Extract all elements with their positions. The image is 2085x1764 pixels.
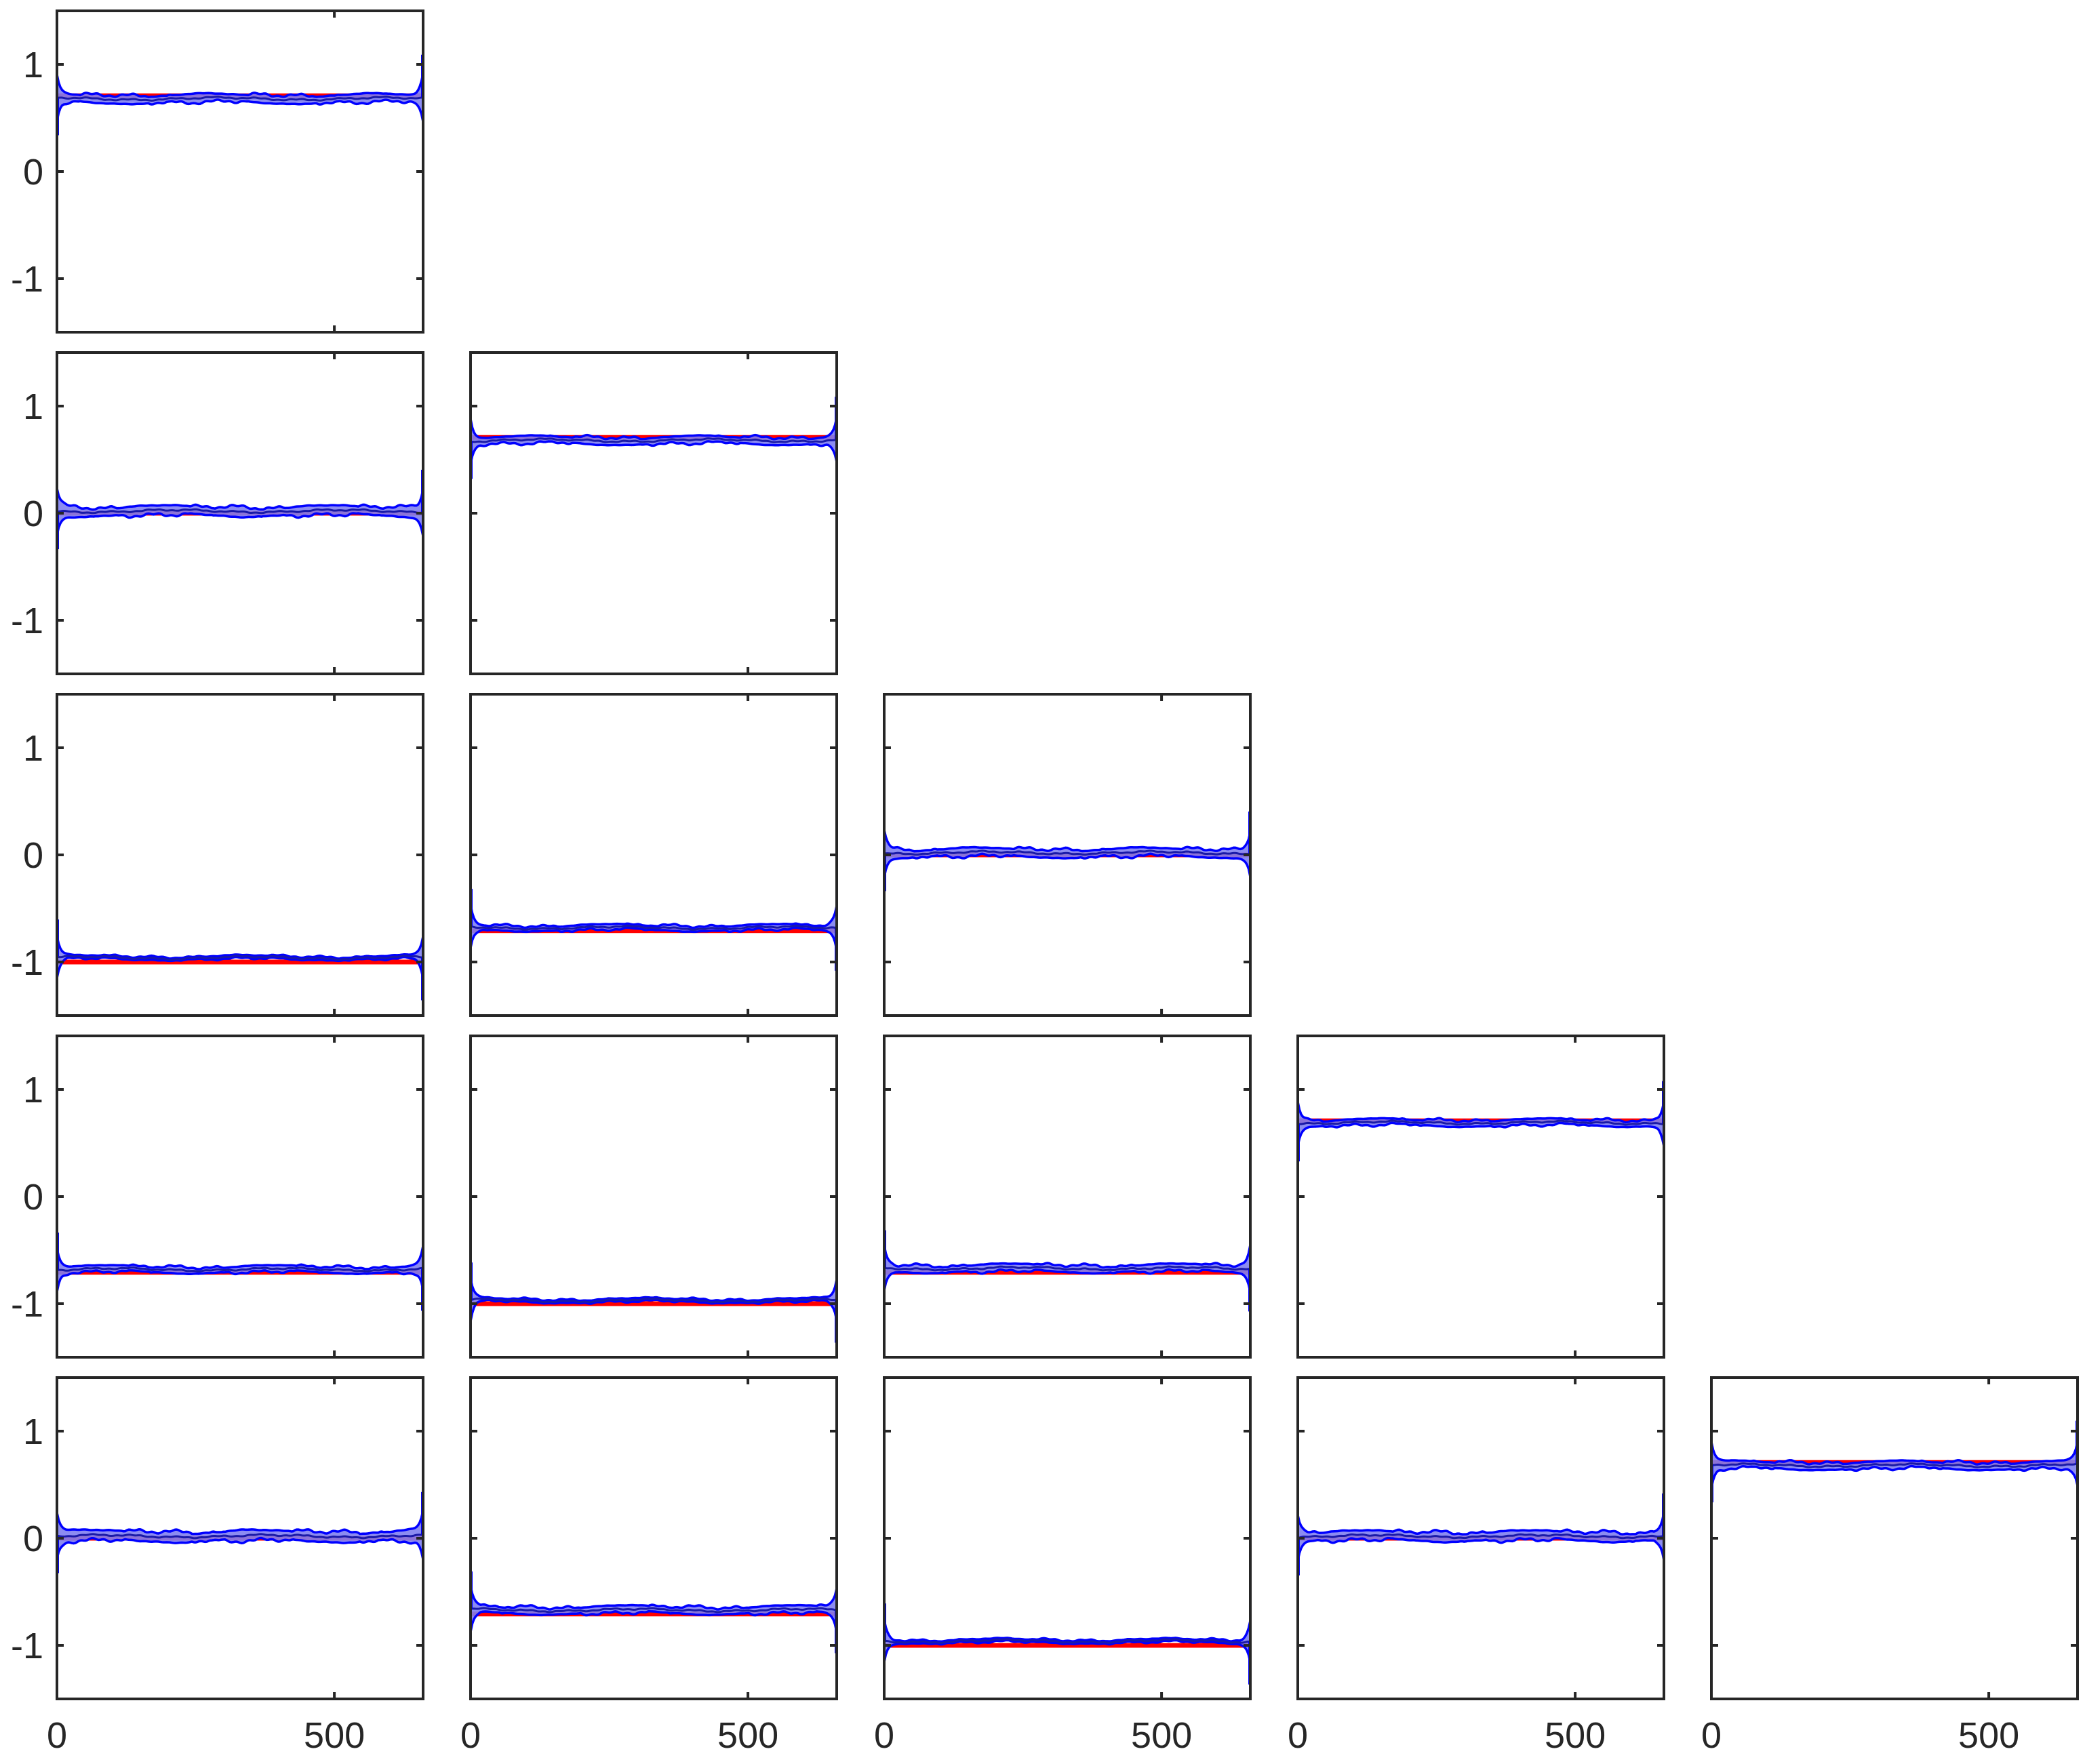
mean-line — [471, 437, 837, 443]
panel-r4-c4 — [1296, 1035, 1665, 1359]
panel-r4-c2 — [469, 1035, 838, 1359]
panel-r4-c1: 1 0 -1 — [11, 1035, 424, 1359]
x-tick-label: 500 — [1545, 1715, 1606, 1756]
panel-r5-c5: 0 500 — [1701, 1376, 2079, 1756]
axes-frame — [469, 1035, 838, 1359]
mean-line — [57, 955, 423, 961]
x-tick-label: 500 — [304, 1715, 365, 1756]
axes-frame — [883, 1376, 1252, 1700]
mean-line — [1298, 1119, 1664, 1126]
panel-r3-c3 — [883, 693, 1252, 1017]
y-tick-label: 0 — [23, 1177, 43, 1218]
y-tick-label: 0 — [23, 1519, 43, 1559]
panel-r4-c3 — [883, 1035, 1252, 1359]
panel-r5-c3: 0 500 — [874, 1376, 1252, 1756]
panel-r5-c2: 0 500 — [460, 1376, 838, 1756]
axes-frame — [469, 693, 838, 1017]
x-tick-label: 0 — [874, 1715, 894, 1756]
panel-r5-c1: 1 0 -1 0 500 — [11, 1376, 424, 1756]
y-tick-label: 0 — [23, 835, 43, 876]
axes-frame — [56, 1035, 424, 1359]
x-tick-label: 0 — [1288, 1715, 1308, 1756]
x-tick-label: 500 — [717, 1715, 778, 1756]
mean-line — [884, 1265, 1250, 1272]
panel-r1-c1: 1 0 -1 — [11, 9, 424, 334]
mean-line — [57, 508, 423, 515]
axes-frame — [1296, 1035, 1665, 1359]
y-tick-label: 1 — [23, 45, 43, 85]
panel-r2-c2 — [469, 351, 838, 675]
y-tick-label: 1 — [23, 1070, 43, 1110]
uncertainty-band — [57, 1509, 423, 1561]
mean-line — [471, 924, 837, 931]
y-tick-label: 1 — [23, 1411, 43, 1452]
axes-frame — [469, 1376, 838, 1700]
x-tick-label: 0 — [47, 1715, 67, 1756]
mean-line — [471, 1607, 837, 1613]
axes-frame — [469, 351, 838, 675]
x-tick-label: 0 — [1701, 1715, 1722, 1756]
mean-line — [884, 1638, 1250, 1644]
axes-frame — [883, 1035, 1252, 1359]
mean-line — [57, 96, 423, 102]
y-tick-label: 0 — [23, 152, 43, 193]
mean-line — [884, 849, 1250, 856]
panel-r3-c2 — [469, 693, 838, 1017]
panel-r3-c1: 1 0 -1 — [11, 693, 424, 1017]
y-tick-label: -1 — [11, 259, 43, 300]
x-tick-label: 500 — [1958, 1715, 2019, 1756]
axes-frame — [1710, 1376, 2079, 1700]
mean-line — [1298, 1533, 1664, 1540]
y-tick-label: -1 — [11, 601, 43, 641]
y-tick-label: 0 — [23, 494, 43, 534]
panel-r2-c1: 1 0 -1 — [11, 351, 424, 675]
axes-frame — [56, 693, 424, 1017]
mean-line — [57, 1266, 423, 1272]
x-tick-label: 0 — [460, 1715, 481, 1756]
y-tick-label: -1 — [11, 942, 43, 983]
y-tick-label: 1 — [23, 728, 43, 769]
axes-frame — [56, 9, 424, 334]
mean-line — [471, 1297, 837, 1304]
y-tick-label: 1 — [23, 386, 43, 427]
mean-line — [57, 1533, 423, 1540]
mean-line — [1711, 1462, 2078, 1468]
x-tick-label: 500 — [1131, 1715, 1192, 1756]
panel-r5-c4: 0 500 — [1288, 1376, 1665, 1756]
y-tick-label: -1 — [11, 1626, 43, 1666]
uncertainty-band — [471, 1277, 837, 1323]
y-tick-label: -1 — [11, 1284, 43, 1325]
uncertainty-band — [471, 416, 837, 466]
